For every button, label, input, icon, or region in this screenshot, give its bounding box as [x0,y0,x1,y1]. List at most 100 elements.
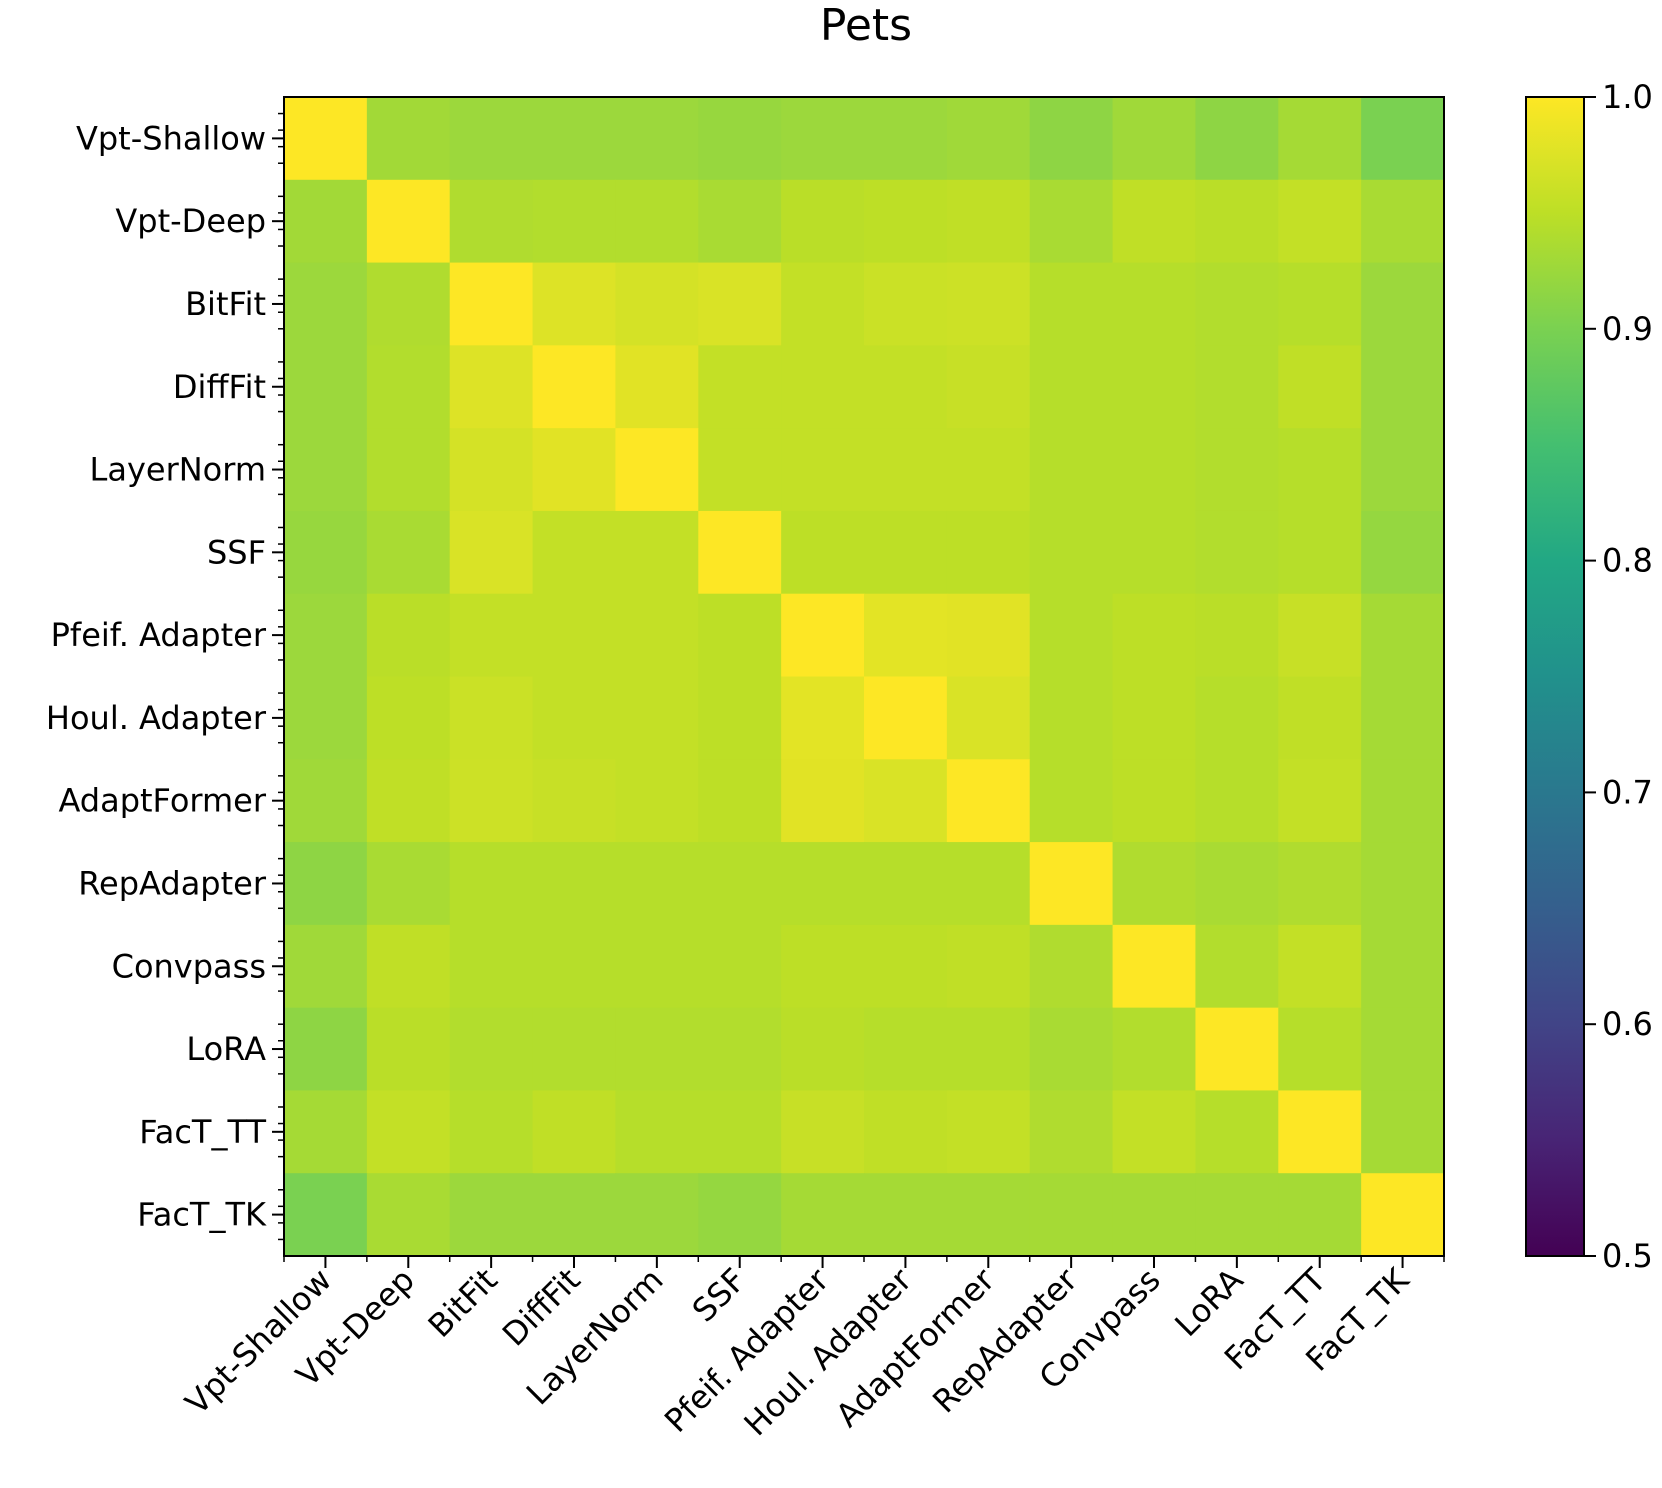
heatmap-cell [532,510,617,595]
heatmap-cell [1278,262,1362,346]
heatmap-cell [284,593,368,678]
heatmap-cell [864,97,948,181]
heatmap-cell [946,1173,1031,1257]
heatmap-cell [1112,97,1197,181]
heatmap-cell [1278,759,1362,843]
heatmap-cell [366,842,451,926]
heatmap-cell [781,842,865,926]
heatmap-cell [615,1173,699,1257]
column-tick-labels: Vpt-ShallowVpt-DeepBitFitDiffFitLayerNor… [178,1260,1417,1443]
heatmap-cell [532,97,617,181]
heatmap-cell [864,262,948,346]
heatmap-cell [615,842,699,926]
heatmap-cell [284,1090,368,1174]
axis-ticks [272,112,1445,1268]
heatmap-cell [1112,428,1197,512]
heatmap-cell [864,759,948,843]
heatmap-cell [615,262,699,346]
heatmap-cell [698,97,782,181]
heatmap-cell [864,1173,948,1257]
heatmap-cell [284,179,368,264]
heatmap-cell [946,179,1031,264]
heatmap-cell [698,262,782,346]
row-tick-label: AdaptFormer [58,782,266,820]
heatmap-cell [1112,345,1197,429]
heatmap-cell [1112,179,1197,264]
heatmap-cell [532,759,617,843]
heatmap-cell [1112,1090,1197,1174]
heatmap-cell [946,97,1031,181]
heatmap-cell [864,924,948,1009]
heatmap-cell [946,759,1031,843]
row-tick-label: BitFit [185,285,266,323]
heatmap-cell [615,759,699,843]
heatmap-cell [1195,428,1279,512]
heatmap-cell [532,924,617,1009]
column-tick-label: BitFit [421,1261,505,1345]
heatmap-cell [946,842,1031,926]
heatmap-cell [532,1007,617,1092]
heatmap-cell [946,262,1031,346]
heatmap-cell [1029,924,1114,1009]
colorbar: 0.5 0.6 0.7 0.8 0.9 1.0 [1525,78,1653,1275]
heatmap-cell [1029,593,1114,678]
heatmap-cell [1361,842,1445,926]
heatmap-cell [449,1007,534,1092]
heatmap-cell [615,510,699,595]
heatmap-cell [366,97,451,181]
heatmap-cell [615,1090,699,1174]
heatmap-cell [1195,842,1279,926]
row-tick-label: SSF [207,533,266,571]
heatmap-cell [449,1090,534,1174]
heatmap-cell [1361,345,1445,429]
heatmap-cell [1278,1173,1362,1257]
heatmap-cell [366,179,451,264]
heatmap-cell [1278,676,1362,760]
heatmap-cell [615,179,699,264]
heatmap-cell [1112,759,1197,843]
heatmap-cell [1361,1007,1445,1092]
heatmap-cell [615,428,699,512]
heatmap-cell [698,345,782,429]
heatmap-cell [284,262,368,346]
heatmap-cell [1361,676,1445,760]
heatmap-cell [946,510,1031,595]
heatmap-cell [1112,593,1197,678]
heatmap-cell [698,759,782,843]
heatmap-cell [1278,924,1362,1009]
heatmap-cell [532,676,617,760]
heatmap-cell [781,676,865,760]
heatmap-cell [781,1173,865,1257]
heatmap-cell [1112,1007,1197,1092]
row-tick-label: Convpass [112,947,266,985]
heatmap-cell [615,676,699,760]
heatmap-cell [1195,1007,1279,1092]
heatmap-cell [1361,1173,1445,1257]
heatmap-cell [284,676,368,760]
heatmap-cell [698,1007,782,1092]
heatmap-cell [1361,428,1445,512]
column-tick-label: SSF [685,1261,754,1330]
heatmap-cell [1361,262,1445,346]
colorbar-ticks: 0.5 0.6 0.7 0.8 0.9 1.0 [1584,78,1653,1275]
heatmap-cell [781,759,865,843]
heatmap-cell [864,676,948,760]
heatmap-cell [1278,1007,1362,1092]
heatmap-cell [946,428,1031,512]
heatmap-cell [532,593,617,678]
heatmap-cell [366,510,451,595]
heatmap-cell [366,345,451,429]
colorbar-gradient [1525,96,1585,1257]
heatmap-cell [864,1090,948,1174]
heatmap-cell [946,676,1031,760]
row-tick-label: Vpt-Shallow [76,119,266,157]
heatmap-cell [1361,1090,1445,1174]
heatmap-cell [698,593,782,678]
heatmap-cell [1112,1173,1197,1257]
heatmap-cell [1029,1173,1114,1257]
heatmap-cell [1361,924,1445,1009]
heatmap-cell [284,510,368,595]
heatmap-cell [781,97,865,181]
heatmap-cell [1195,510,1279,595]
heatmap-cell [449,428,534,512]
